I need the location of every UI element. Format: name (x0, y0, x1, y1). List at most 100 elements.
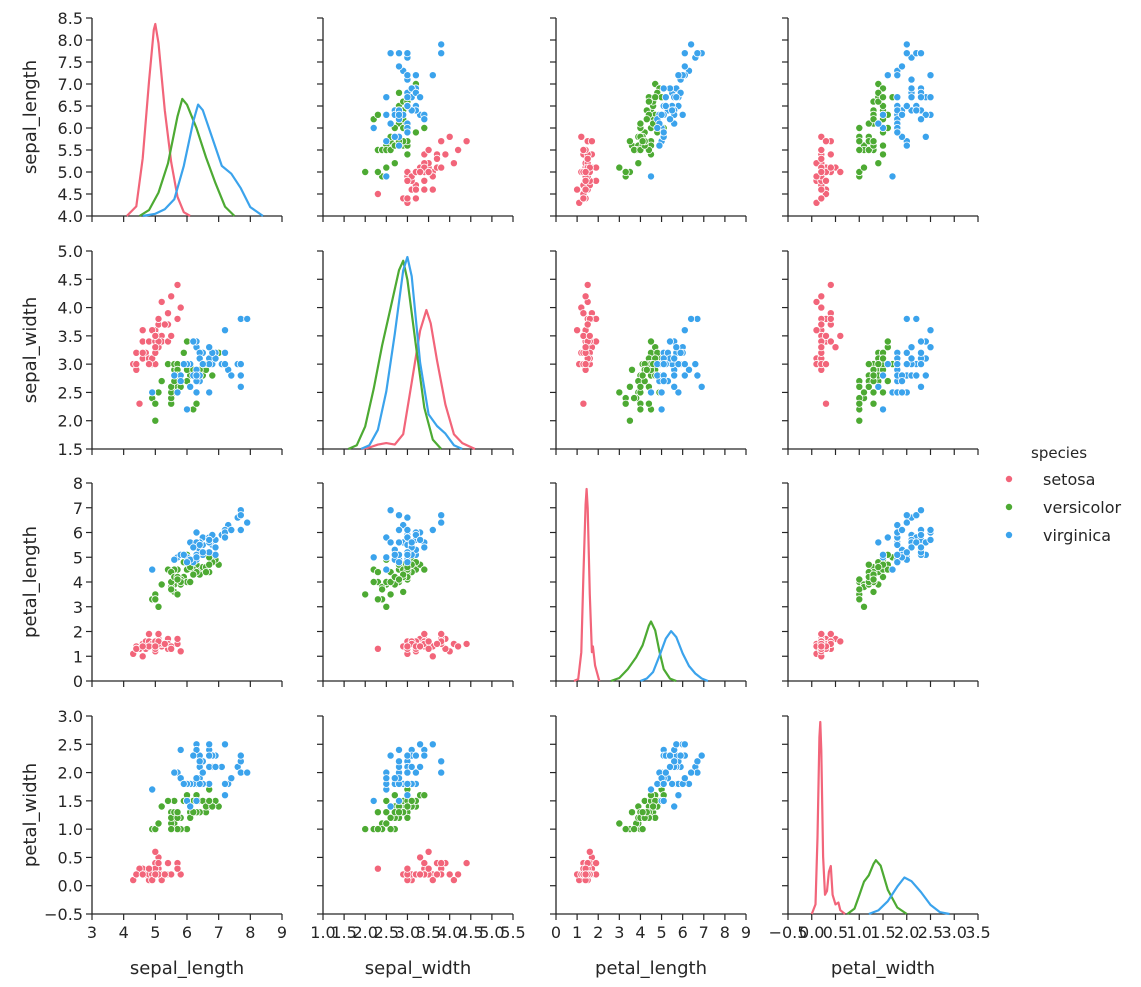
point-virginica (437, 49, 446, 58)
point-versicolor (394, 88, 403, 97)
point-setosa (151, 331, 160, 340)
x-tick-label: 3 (87, 923, 97, 942)
legend-marker-setosa (1005, 474, 1014, 483)
point-versicolor (386, 825, 395, 834)
x-tick-label: 3.0 (942, 923, 967, 942)
point-virginica (902, 360, 911, 369)
y-tick-label: 1.5 (58, 440, 83, 459)
x-tick-label: 4.0 (437, 923, 462, 942)
point-versicolor (382, 819, 391, 828)
point-versicolor (420, 791, 429, 800)
y-tick-label: 8 (73, 474, 83, 493)
point-virginica (659, 84, 668, 93)
x-tick-label: 4 (119, 923, 129, 942)
y-tick-label: 5.5 (58, 141, 83, 160)
point-virginica (670, 371, 679, 380)
point-versicolor (420, 565, 429, 574)
point-versicolor (649, 802, 658, 811)
x-axis-label: sepal_width (365, 958, 472, 979)
point-virginica (394, 745, 403, 754)
point-setosa (424, 167, 433, 176)
point-virginica (403, 768, 412, 777)
point-virginica (205, 535, 214, 544)
point-setosa (411, 185, 420, 194)
x-tick-label: 2.5 (374, 923, 399, 942)
panel-petal_width-vs-petal_length: 0 1 2 3 4 5 6 7 8 9 petal_length (550, 715, 751, 979)
kde-curve-setosa (360, 308, 476, 451)
point-virginica (902, 49, 911, 58)
point-versicolor (636, 382, 645, 391)
x-axis-label: petal_length (595, 958, 707, 979)
point-virginica (437, 511, 446, 520)
kde-curve-versicolor (610, 620, 677, 683)
point-setosa (428, 185, 437, 194)
point-setosa (411, 194, 420, 203)
point-virginica (680, 360, 689, 369)
point-virginica (186, 802, 195, 811)
y-tick-label: 4.0 (58, 299, 83, 318)
point-virginica (420, 115, 429, 124)
point-virginica (227, 774, 236, 783)
point-virginica (647, 172, 656, 181)
point-virginica (893, 128, 902, 137)
point-versicolor (615, 388, 624, 397)
point-setosa (424, 145, 433, 154)
point-virginica (898, 62, 907, 71)
point-virginica (874, 382, 883, 391)
point-virginica (674, 791, 683, 800)
point-setosa (428, 652, 437, 661)
point-virginica (666, 337, 675, 346)
point-virginica (192, 774, 201, 783)
point-virginica (893, 71, 902, 80)
point-virginica (893, 360, 902, 369)
point-setosa (416, 642, 425, 651)
point-versicolor (173, 590, 182, 599)
point-versicolor (403, 813, 412, 822)
point-versicolor (615, 163, 624, 172)
x-tick-label: 6 (678, 923, 688, 942)
point-virginica (888, 565, 897, 574)
point-virginica (670, 802, 679, 811)
point-virginica (670, 354, 679, 363)
point-setosa (817, 343, 826, 352)
point-virginica (902, 314, 911, 323)
point-virginica (898, 110, 907, 119)
point-virginica (220, 740, 229, 749)
point-setosa (151, 642, 160, 651)
point-virginica (236, 360, 245, 369)
point-virginica (198, 360, 207, 369)
point-virginica (912, 371, 921, 380)
point-versicolor (855, 399, 864, 408)
y-axis-label: petal_width (20, 763, 41, 867)
point-virginica (659, 128, 668, 137)
point-versicolor (382, 163, 391, 172)
point-virginica (394, 62, 403, 71)
point-setosa (441, 150, 450, 159)
point-virginica (687, 314, 696, 323)
point-versicolor (621, 825, 630, 834)
point-virginica (917, 543, 926, 552)
x-tick-label: 5 (150, 923, 160, 942)
point-virginica (403, 71, 412, 80)
point-setosa (437, 137, 446, 146)
point-virginica (227, 526, 236, 535)
legend-item-versicolor: versicolor (1005, 498, 1121, 517)
point-virginica (220, 533, 229, 542)
point-versicolor (864, 560, 873, 569)
point-versicolor (382, 796, 391, 805)
x-tick-label: 3.5 (416, 923, 441, 942)
point-virginica (917, 337, 926, 346)
point-versicolor (373, 595, 382, 604)
point-versicolor (208, 371, 217, 380)
point-setosa (420, 859, 429, 868)
point-setosa (462, 137, 471, 146)
x-tick-label: 1.0 (847, 923, 872, 942)
point-virginica (437, 757, 446, 766)
point-versicolor (879, 354, 888, 363)
point-setosa (432, 639, 441, 648)
point-virginica (403, 550, 412, 559)
point-virginica (921, 132, 930, 141)
point-virginica (874, 119, 883, 128)
point-virginica (926, 343, 935, 352)
